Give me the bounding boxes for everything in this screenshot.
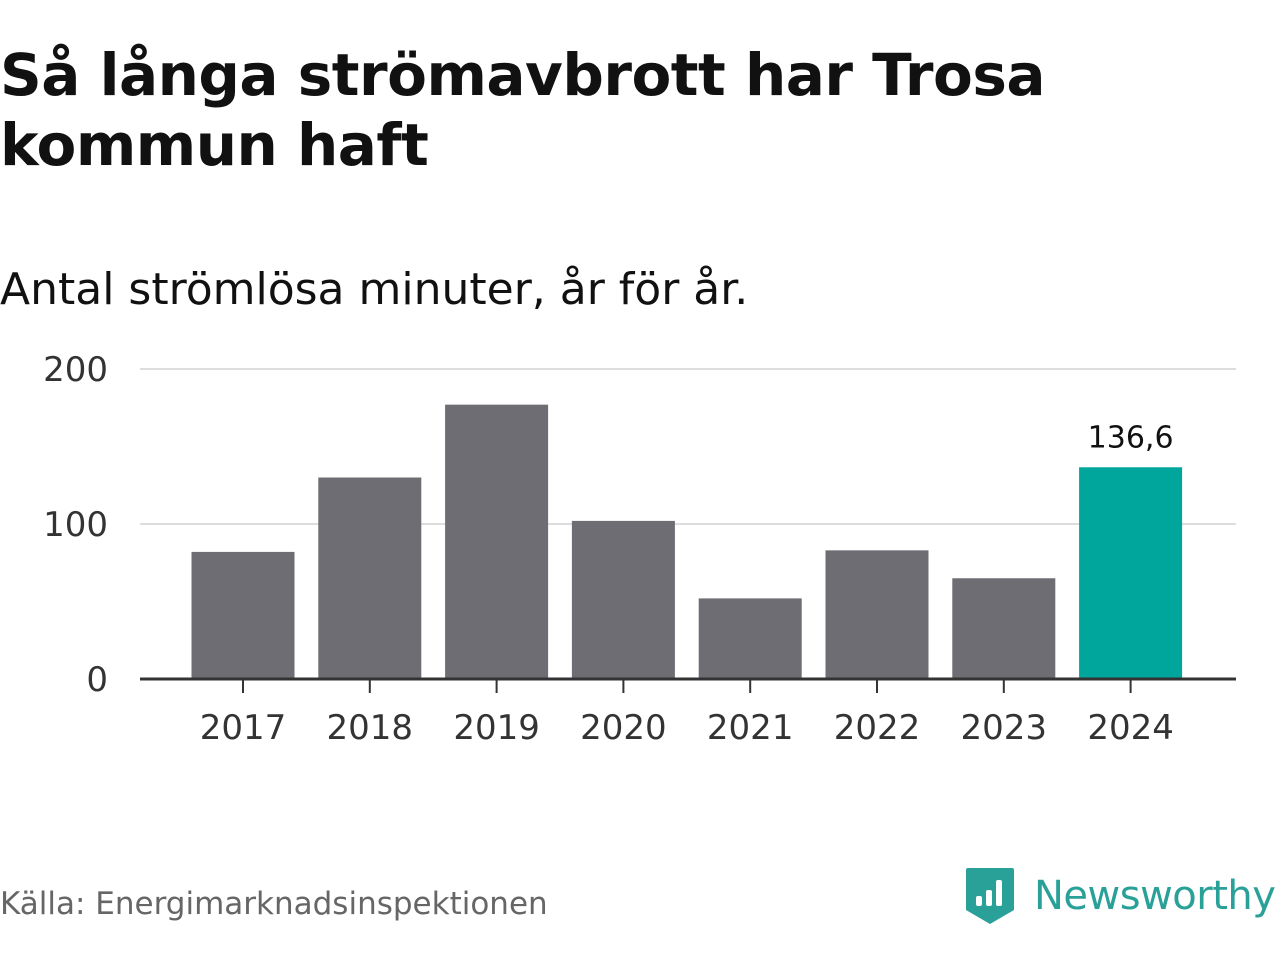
- bar-2018: [318, 477, 422, 679]
- data-label: 136,6: [1088, 420, 1174, 455]
- x-tick-label: 2018: [327, 708, 414, 748]
- bar-chart-badge-icon: [966, 868, 1014, 924]
- bar-2021: [698, 598, 802, 679]
- bar-2022: [825, 550, 929, 679]
- bar-2017: [191, 551, 295, 679]
- source-note: Källa: Energimarknadsinspektionen: [0, 886, 548, 922]
- brand-name: Newsworthy: [1034, 873, 1276, 919]
- bar-chart: 0 100 200 2017 2018 2019 2020 2021 2022 2023 2024 1…: [43, 350, 1236, 748]
- gridlines: [140, 368, 1236, 525]
- chart-title: Så långa strömavbrott har Trosa kommun h…: [0, 41, 1045, 179]
- x-tick-label: 2019: [453, 708, 540, 748]
- x-tick-label: 2024: [1087, 708, 1174, 748]
- bar-2020: [571, 520, 675, 679]
- bar-2023: [952, 578, 1056, 679]
- y-tick-label: 100: [43, 505, 108, 545]
- bar-2024: [1079, 467, 1183, 679]
- chart-subtitle: Antal strömlösa minuter, år för år.: [0, 264, 749, 315]
- y-tick-label: 200: [43, 350, 108, 390]
- x-tick-label: 2017: [200, 708, 287, 748]
- y-tick-label: 0: [86, 660, 108, 700]
- brand-logo: Newsworthy: [964, 864, 1276, 928]
- x-tick-label: 2021: [707, 708, 794, 748]
- x-tick-label: 2022: [834, 708, 921, 748]
- x-axis: [140, 677, 1236, 693]
- x-tick-label: 2023: [961, 708, 1048, 748]
- bars: [191, 404, 1183, 679]
- labels: 0 100 200 2017 2018 2019 2020 2021 2022 2023 2024 1…: [43, 350, 1174, 748]
- x-tick-label: 2020: [580, 708, 667, 748]
- bar-2019: [445, 404, 549, 679]
